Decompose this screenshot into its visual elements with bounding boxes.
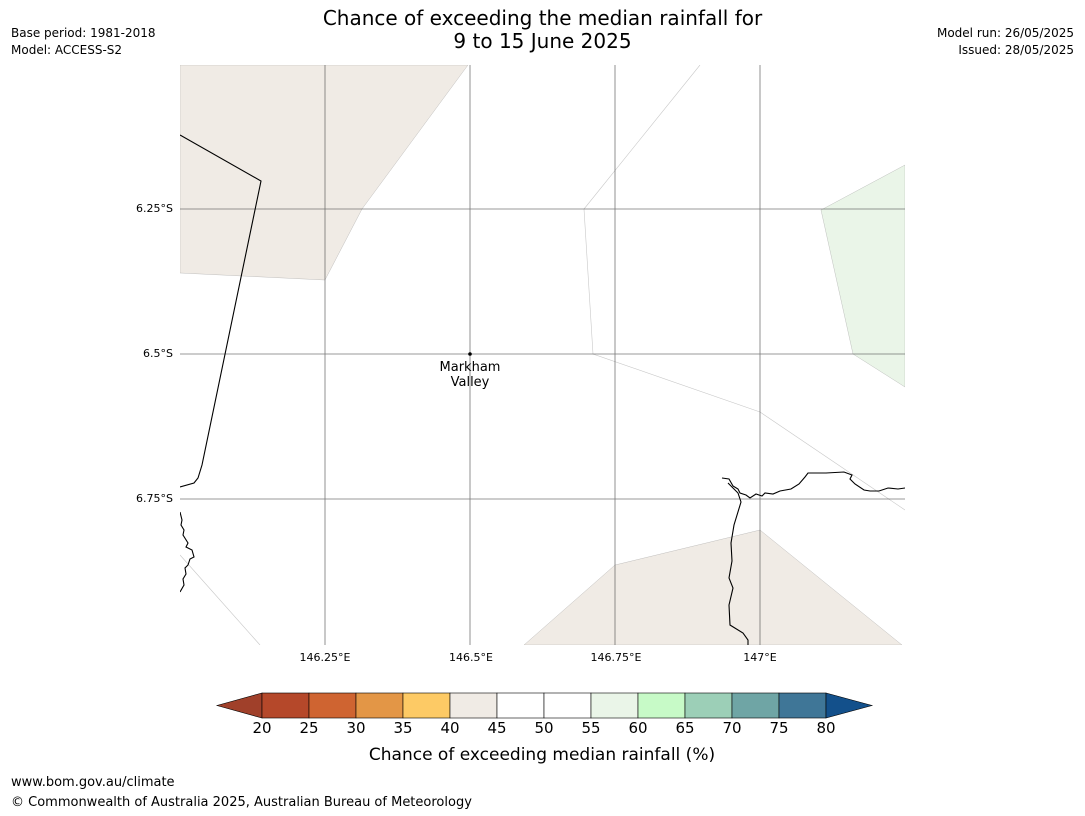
colorbar-extend-high (825, 692, 874, 719)
map-canvas (180, 65, 905, 645)
footer-website[interactable]: www.bom.gov.au/climate (11, 775, 175, 790)
issued-text: Issued: 28/05/2025 (958, 43, 1074, 57)
boundary-lines (180, 134, 905, 645)
header-meta-right: Model run: 26/05/2025 Issued: 28/05/2025 (937, 25, 1074, 59)
place-label-line-1: Markham (439, 360, 501, 375)
colorbar-tick-label: 35 (393, 719, 413, 737)
colorbar-segment (308, 692, 357, 719)
colorbar-segment (590, 692, 639, 719)
colorbar-tick-label: 75 (769, 719, 789, 737)
footer-copyright: © Commonwealth of Australia 2025, Austra… (11, 795, 472, 810)
colorbar-tick-label: 45 (487, 719, 507, 737)
colorbar-segment (496, 692, 545, 719)
colorbar-tick-label: 20 (252, 719, 272, 737)
colorbar-tick-label: 50 (534, 719, 554, 737)
graticule (180, 65, 905, 645)
lon-label-147e: 147°E (743, 651, 777, 664)
colorbar-tick-label: 40 (440, 719, 460, 737)
colorbar-extend-low (215, 692, 263, 719)
province-border (180, 134, 262, 488)
colorbar-segment (402, 692, 451, 719)
colorbar-segment (684, 692, 733, 719)
place-label-line-2: Valley (450, 375, 490, 390)
place-label-markham-valley: Markham Valley (420, 360, 520, 390)
header-meta-left: Base period: 1981-2018 Model: ACCESS-S2 (11, 25, 156, 59)
region-40-45-northwest (180, 65, 469, 281)
colorbar-segment (543, 692, 592, 719)
colorbar-tick-label: 60 (628, 719, 648, 737)
map-title: Chance of exceeding the median rainfall … (0, 7, 1085, 53)
colorbar-tick-label: 65 (675, 719, 695, 737)
colorbar-segment (261, 692, 310, 719)
coastline-west (180, 511, 195, 593)
colorbar-segment (449, 692, 498, 719)
colorbar-segment (778, 692, 827, 719)
coastline-east (721, 471, 905, 499)
lon-label-146-75e: 146.75°E (590, 651, 642, 664)
colorbar (215, 692, 874, 719)
colorbar-segment (731, 692, 780, 719)
lat-label-6-5s: 6.5°S (143, 347, 173, 360)
colorbar-title: Chance of exceeding median rainfall (%) (368, 745, 716, 765)
lon-label-146-25e: 146.25°E (299, 651, 351, 664)
region-40-45-south (523, 529, 903, 645)
colorbar-tick-label: 25 (299, 719, 319, 737)
lon-label-146-5e: 146.5°E (449, 651, 493, 664)
base-period-text: Base period: 1981-2018 (11, 26, 156, 40)
colorbar-tick-label: 30 (346, 719, 366, 737)
model-run-text: Model run: 26/05/2025 (936, 26, 1074, 40)
river-line (727, 482, 749, 645)
model-text: Model: ACCESS-S2 (11, 43, 123, 57)
colorbar-tick-label: 70 (722, 719, 742, 737)
markham-valley-marker (468, 352, 472, 356)
title-line-2: 9 to 15 June 2025 (453, 29, 632, 53)
lat-label-6-25s: 6.25°S (136, 202, 173, 215)
colorbar-segment (355, 692, 404, 719)
colorbar-tick-label: 55 (581, 719, 601, 737)
colorbar-segment (637, 692, 686, 719)
title-line-1: Chance of exceeding the median rainfall … (322, 6, 763, 30)
lat-label-6-75s: 6.75°S (136, 492, 173, 505)
colorbar-tick-label: 80 (816, 719, 836, 737)
